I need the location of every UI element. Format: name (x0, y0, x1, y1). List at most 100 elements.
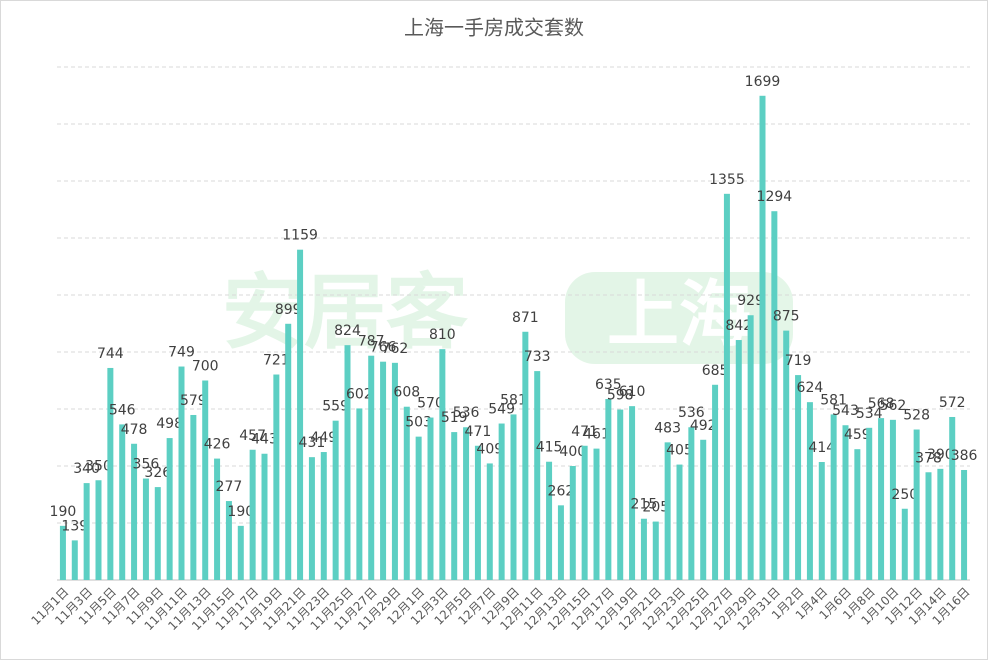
bar (107, 367, 114, 580)
bar (403, 406, 410, 580)
data-label: 457 (239, 428, 266, 444)
data-label: 842 (725, 318, 752, 334)
bar (510, 414, 517, 580)
data-label: 570 (417, 396, 444, 412)
bar (166, 438, 173, 580)
data-label: 744 (97, 346, 124, 362)
bar (795, 375, 802, 580)
data-label: 536 (453, 405, 480, 421)
data-label: 1294 (757, 189, 793, 205)
bar (249, 449, 256, 580)
data-label: 581 (820, 392, 847, 408)
data-label: 546 (109, 402, 136, 418)
data-label: 459 (844, 427, 871, 443)
bar (356, 408, 363, 580)
bar (735, 340, 742, 580)
data-label: 405 (666, 443, 693, 459)
data-label: 340 (73, 461, 100, 477)
data-label: 749 (168, 345, 195, 361)
bar (605, 399, 612, 580)
data-label: 471 (571, 424, 598, 440)
data-label: 277 (216, 479, 243, 495)
bar (913, 429, 920, 580)
bar (261, 453, 268, 580)
data-label: 190 (227, 504, 254, 520)
data-label: 386 (951, 448, 978, 464)
bar (652, 521, 659, 580)
data-label: 579 (180, 393, 207, 409)
bar (629, 406, 636, 580)
bar (901, 508, 908, 580)
bar (569, 466, 576, 580)
bar (866, 427, 873, 580)
data-label: 390 (927, 447, 954, 463)
bar (486, 463, 493, 580)
data-label: 471 (465, 424, 492, 440)
bar (297, 249, 304, 580)
bar (889, 419, 896, 580)
bar (961, 469, 968, 580)
bar (237, 525, 244, 580)
data-label: 139 (61, 518, 88, 534)
bar (368, 355, 375, 580)
bar (142, 478, 149, 580)
bar (332, 420, 339, 580)
data-label: 478 (121, 422, 148, 438)
data-label: 572 (939, 395, 966, 411)
bar (854, 449, 861, 580)
data-label: 624 (797, 380, 824, 396)
data-label: 431 (299, 435, 326, 451)
bar (344, 345, 351, 580)
bar (759, 95, 766, 580)
bar (439, 349, 446, 580)
bar (617, 409, 624, 580)
bar (949, 416, 956, 580)
data-label: 400 (559, 444, 586, 460)
bar (771, 211, 778, 580)
data-label: 929 (737, 293, 764, 309)
bar (818, 462, 825, 580)
bar (119, 424, 126, 580)
data-label: 536 (678, 405, 705, 421)
bar (522, 331, 529, 580)
bar (83, 483, 90, 580)
data-label: 378 (915, 450, 942, 466)
data-label: 766 (370, 340, 397, 356)
bar (581, 445, 588, 580)
data-label: 356 (133, 457, 160, 473)
data-label: 733 (524, 349, 551, 365)
data-label: 559 (322, 399, 349, 415)
data-label: 1699 (745, 74, 781, 90)
bar (676, 464, 683, 580)
bar (937, 468, 944, 580)
bar (712, 384, 719, 580)
data-label: 503 (405, 415, 432, 431)
watermark-text: 安居客 (222, 265, 468, 360)
bar (925, 472, 932, 580)
chart-title: 上海一手房成交套数 (404, 16, 584, 40)
data-label: 824 (334, 323, 361, 339)
bar (178, 366, 185, 580)
bar (534, 371, 541, 580)
data-label: 426 (204, 437, 231, 453)
data-label: 562 (880, 398, 907, 414)
data-label: 350 (85, 458, 112, 474)
data-label: 719 (785, 353, 812, 369)
bar (415, 436, 422, 580)
bar (308, 457, 315, 580)
bar (783, 330, 790, 580)
data-label: 519 (441, 410, 468, 426)
data-label: 528 (903, 408, 930, 424)
data-label: 205 (642, 500, 669, 516)
data-label: 810 (429, 327, 456, 343)
data-label: 449 (310, 430, 337, 446)
data-label: 498 (156, 416, 183, 432)
bar (285, 323, 292, 580)
bar (700, 439, 707, 580)
data-label: 875 (773, 309, 800, 325)
data-label: 598 (607, 388, 634, 404)
bar (190, 414, 197, 580)
bar (723, 193, 730, 580)
bar (474, 445, 481, 580)
